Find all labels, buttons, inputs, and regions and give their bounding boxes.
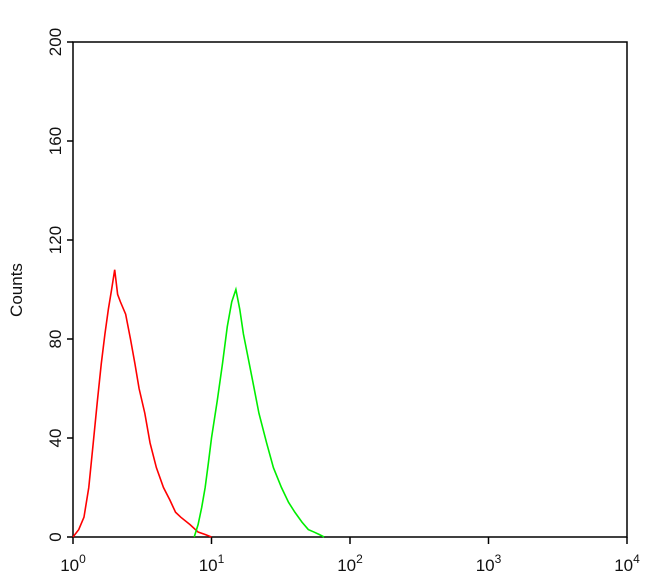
x-tick-label: 102 [337,552,363,575]
x-tick-exponent: 2 [356,552,363,566]
plot-frame [72,41,628,538]
x-tick-base: 10 [337,556,356,575]
x-tick-base: 10 [60,556,79,575]
x-tick-exponent: 1 [218,552,225,566]
x-tick-label: 104 [614,552,640,575]
series-line [193,286,325,538]
y-tick-label: 80 [46,330,65,349]
x-tick-exponent: 0 [79,552,86,566]
x-tick-base: 10 [614,556,633,575]
y-tick-label: 160 [46,127,65,155]
y-tick-label: 120 [46,226,65,254]
x-tick-exponent: 3 [495,552,502,566]
y-axis-label: Counts [7,263,26,317]
x-tick-exponent: 4 [633,552,640,566]
x-tick-base: 10 [199,556,218,575]
x-tick-base: 10 [476,556,495,575]
x-tick-label: 103 [476,552,502,575]
y-tick-label: 40 [46,429,65,448]
y-tick-label: 0 [46,532,65,541]
y-tick-label: 200 [46,28,65,56]
series-line [72,269,212,538]
x-tick-label: 100 [60,552,86,575]
x-tick-label: 101 [199,552,225,575]
